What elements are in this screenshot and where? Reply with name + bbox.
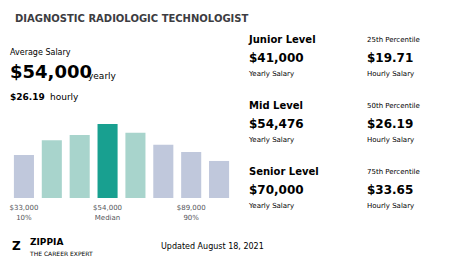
svg-text:Junior Level: Junior Level bbox=[248, 34, 316, 45]
svg-text:hourly: hourly bbox=[50, 92, 79, 102]
svg-text:$33,000: $33,000 bbox=[9, 204, 38, 212]
svg-text:$26.19: $26.19 bbox=[10, 92, 45, 102]
svg-text:DIAGNOSTIC RADIOLOGIC TECHNOLO: DIAGNOSTIC RADIOLOGIC TECHNOLOGIST bbox=[15, 13, 249, 24]
svg-text:Yearly Salary: Yearly Salary bbox=[248, 202, 294, 210]
svg-text:Mid Level: Mid Level bbox=[249, 100, 303, 111]
svg-text:THE CAREER EXPERT: THE CAREER EXPERT bbox=[29, 250, 93, 257]
svg-text:yearly: yearly bbox=[88, 71, 117, 81]
svg-text:Updated August 18, 2021: Updated August 18, 2021 bbox=[161, 242, 264, 251]
svg-text:Median: Median bbox=[95, 214, 120, 222]
svg-text:50th Percentile: 50th Percentile bbox=[367, 102, 420, 110]
svg-text:Senior Level: Senior Level bbox=[249, 166, 319, 177]
svg-text:Yearly Salary: Yearly Salary bbox=[248, 136, 294, 144]
svg-text:$54,000: $54,000 bbox=[93, 204, 122, 212]
svg-text:$33.65: $33.65 bbox=[367, 183, 413, 197]
svg-text:Average Salary: Average Salary bbox=[10, 48, 71, 57]
svg-text:$54,000: $54,000 bbox=[10, 61, 92, 82]
svg-text:$89,000: $89,000 bbox=[177, 204, 206, 212]
svg-text:Hourly Salary: Hourly Salary bbox=[367, 70, 414, 78]
svg-text:$54,476: $54,476 bbox=[249, 117, 304, 131]
svg-text:$41,000: $41,000 bbox=[249, 51, 304, 65]
svg-text:ZIPPIA: ZIPPIA bbox=[30, 237, 63, 247]
svg-text:$70,000: $70,000 bbox=[249, 183, 304, 197]
svg-text:$19.71: $19.71 bbox=[367, 51, 413, 65]
svg-text:90%: 90% bbox=[183, 214, 199, 222]
svg-text:25th Percentile: 25th Percentile bbox=[367, 36, 420, 44]
svg-text:10%: 10% bbox=[16, 214, 32, 222]
svg-text:Hourly Salary: Hourly Salary bbox=[367, 136, 414, 144]
svg-text:75th Percentile: 75th Percentile bbox=[367, 168, 420, 176]
svg-text:Z: Z bbox=[12, 239, 21, 253]
svg-text:Yearly Salary: Yearly Salary bbox=[248, 70, 294, 78]
svg-text:$26.19: $26.19 bbox=[367, 117, 413, 131]
svg-text:Hourly Salary: Hourly Salary bbox=[367, 202, 414, 210]
